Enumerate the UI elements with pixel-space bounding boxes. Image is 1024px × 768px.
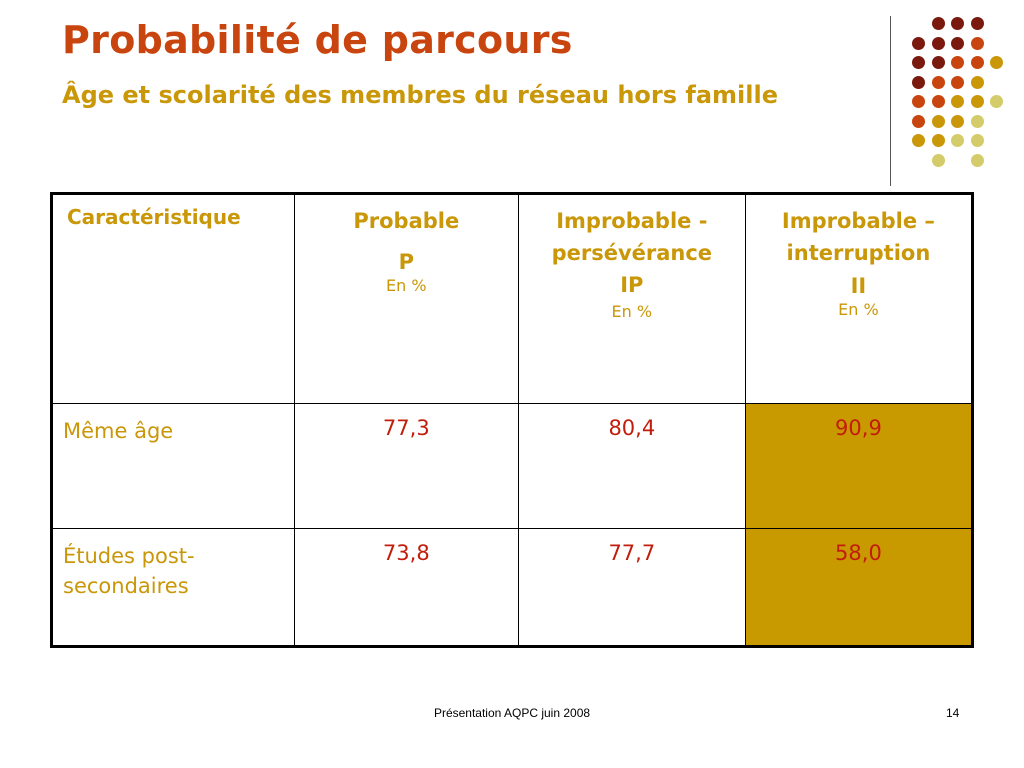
header-ii-line2: interruption [786, 241, 931, 265]
decorative-dot [912, 75, 925, 89]
page-number: 14 [946, 706, 960, 720]
table-row: Études post- secondaires 73,8 77,7 58,0 [51, 528, 974, 647]
header-ii-line1: Improbable – [781, 209, 935, 233]
header-caracteristique: Caractéristique [51, 193, 295, 404]
vertical-divider [890, 16, 891, 186]
decorative-dot [931, 75, 945, 89]
header-ip-unit: En % [611, 302, 653, 321]
decorative-dot [931, 56, 945, 69]
footer-text: Présentation AQPC juin 2008 [433, 706, 591, 720]
decorative-dot [970, 36, 984, 50]
decorative-dot [970, 75, 984, 89]
cell-meme-age-p: 77,3 [293, 403, 519, 529]
header-ii-unit: En % [838, 300, 879, 319]
decorative-dot [951, 36, 964, 50]
header-probable: Probable P En % [293, 193, 519, 404]
decorative-dot [931, 36, 945, 50]
slide-title: Probabilité de parcours [62, 18, 573, 62]
header-probable-unit: En % [386, 276, 427, 295]
row-label-meme-age: Même âge [51, 403, 295, 529]
decorative-dot [912, 36, 925, 50]
cell-etudes-ii: 58,0 [744, 528, 974, 647]
decorative-dot [970, 17, 984, 30]
decorative-dot [951, 95, 964, 108]
row-label-etudes-line2: secondaires [63, 574, 189, 598]
cell-meme-age-ip: 80,4 [517, 403, 746, 529]
decorative-dot [951, 114, 964, 128]
header-improbable-perseverance: Improbable - persévérance IP En % [517, 193, 746, 404]
decorative-dot [970, 56, 984, 69]
header-ii-code: II [850, 274, 867, 298]
slide-subtitle: Âge et scolarité des membres du réseau h… [62, 81, 778, 109]
header-improbable-interruption: Improbable – interruption II En % [744, 193, 974, 404]
decorative-dot [931, 95, 945, 108]
cell-meme-age-ii: 90,9 [744, 403, 974, 529]
cell-etudes-ip: 77,7 [517, 528, 746, 647]
decorative-dot [931, 153, 945, 167]
header-ip-code: IP [620, 273, 644, 297]
row-label-etudes-line1: Études post- [63, 544, 195, 568]
header-ip-line2: persévérance [551, 241, 713, 265]
decorative-dot [990, 95, 1003, 108]
data-table: Caractéristique Probable P En % Improbab… [50, 192, 974, 648]
decorative-dot [970, 114, 984, 128]
decorative-dot [931, 17, 945, 30]
row-label-etudes: Études post- secondaires [51, 528, 295, 647]
decorative-dot [931, 134, 945, 147]
header-ip-line1: Improbable - [556, 209, 708, 233]
decorative-dot [912, 56, 925, 69]
decorative-dot [951, 56, 964, 69]
decorative-dot [912, 134, 925, 147]
decorative-dot [970, 134, 984, 147]
decorative-dot [990, 56, 1003, 69]
decorative-dot [951, 134, 964, 147]
decorative-dot [912, 95, 925, 108]
table-row: Même âge 77,3 80,4 90,9 [51, 403, 974, 529]
decorative-dot [970, 153, 984, 167]
header-probable-label: Probable [353, 209, 460, 233]
decorative-dot [951, 17, 964, 30]
cell-etudes-p: 73,8 [293, 528, 519, 647]
decorative-dot [912, 114, 925, 128]
decorative-dot [970, 95, 984, 108]
header-probable-code: P [398, 250, 414, 274]
decorative-dot [951, 75, 964, 89]
table-header-row: Caractéristique Probable P En % Improbab… [51, 193, 974, 404]
decorative-dot [931, 114, 945, 128]
